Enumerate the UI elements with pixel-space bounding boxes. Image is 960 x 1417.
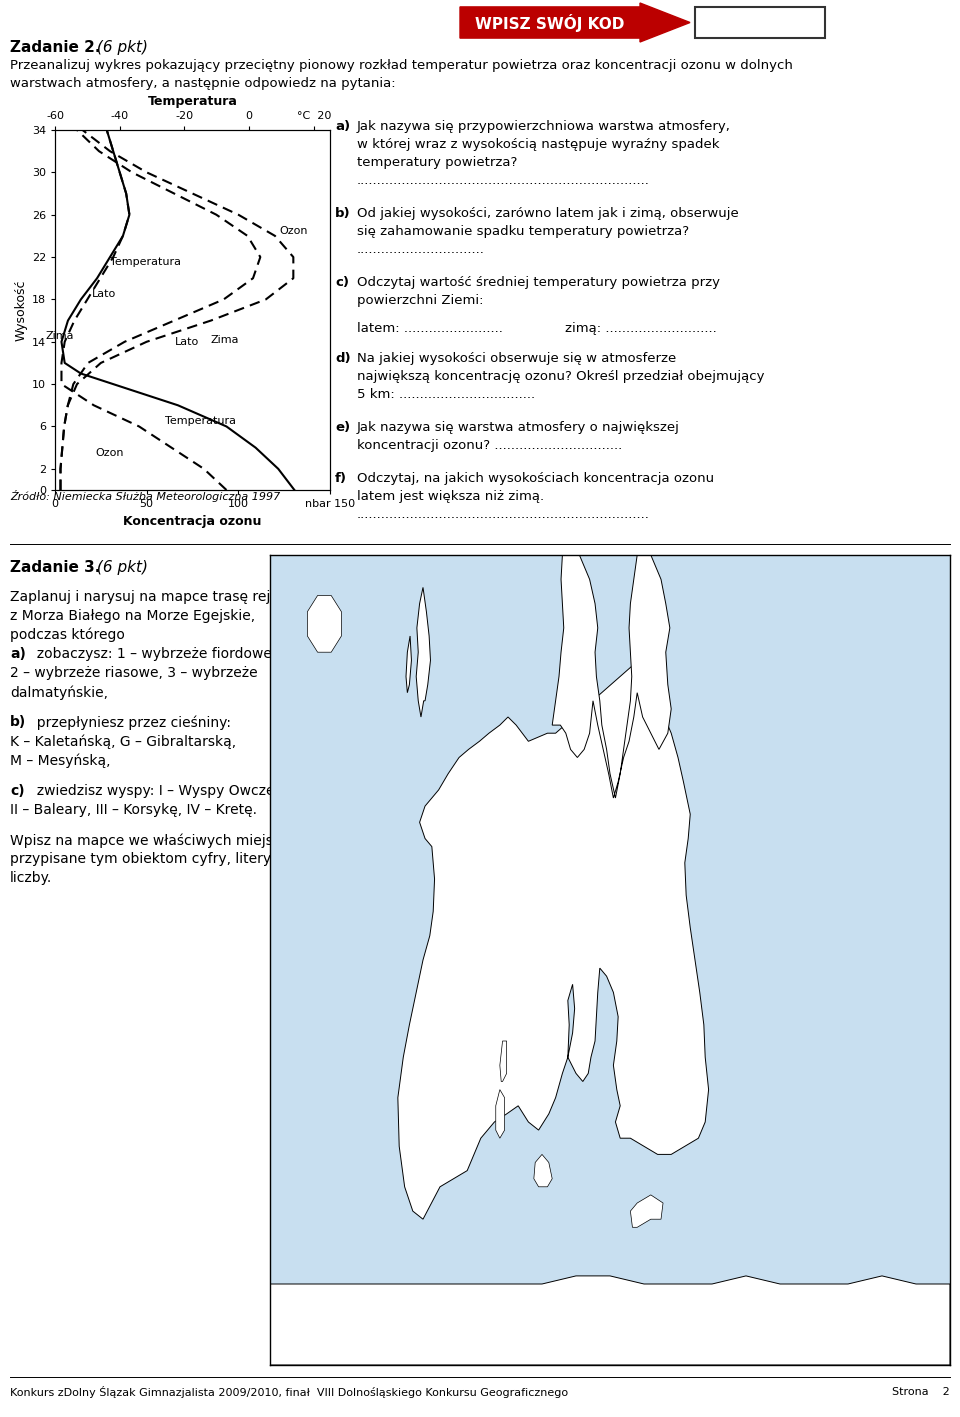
Y-axis label: Wysokość: Wysokość xyxy=(14,279,28,340)
Text: temperatury powietrza?: temperatury powietrza? xyxy=(357,156,517,169)
Polygon shape xyxy=(500,1041,507,1081)
Text: dalmatyńskie,: dalmatyńskie, xyxy=(10,684,108,700)
Polygon shape xyxy=(460,3,690,43)
Text: liczby.: liczby. xyxy=(10,871,52,886)
Text: się zahamowanie spadku temperatury powietrza?: się zahamowanie spadku temperatury powie… xyxy=(357,225,689,238)
Polygon shape xyxy=(417,588,430,717)
Text: c): c) xyxy=(335,276,349,289)
Text: przypisane tym obiektom cyfry, litery lub: przypisane tym obiektom cyfry, litery lu… xyxy=(10,852,297,866)
X-axis label: Koncentracja ozonu: Koncentracja ozonu xyxy=(123,514,262,527)
Polygon shape xyxy=(406,636,412,693)
Text: największą koncentrację ozonu? Określ przedział obejmujący: największą koncentrację ozonu? Określ pr… xyxy=(357,370,764,383)
Text: II – Baleary, III – Korsykę, IV – Kretę.: II – Baleary, III – Korsykę, IV – Kretę. xyxy=(10,803,257,816)
Text: zimą: ...........................: zimą: ........................... xyxy=(565,322,717,334)
Text: 2 – wybrzeże riasowe, 3 – wybrzeże: 2 – wybrzeże riasowe, 3 – wybrzeże xyxy=(10,666,257,680)
Text: Lato: Lato xyxy=(175,337,199,347)
Text: zobaczysz: 1 – wybrzeże fiordowe,: zobaczysz: 1 – wybrzeże fiordowe, xyxy=(28,648,276,660)
Text: z Morza Białego na Morze Egejskie,: z Morza Białego na Morze Egejskie, xyxy=(10,609,255,623)
Text: latem jest większa niż zimą.: latem jest większa niż zimą. xyxy=(357,490,544,503)
Text: e): e) xyxy=(335,421,350,434)
Text: warstwach atmosfery, a następnie odpowiedz na pytania:: warstwach atmosfery, a następnie odpowie… xyxy=(10,77,396,91)
Text: Odczytaj wartość średniej temperatury powietrza przy: Odczytaj wartość średniej temperatury po… xyxy=(357,276,720,289)
Text: a): a) xyxy=(10,648,26,660)
Text: Zima: Zima xyxy=(210,334,239,344)
Text: f): f) xyxy=(335,472,347,485)
Text: Wpisz na mapce we właściwych miejscach: Wpisz na mapce we właściwych miejscach xyxy=(10,833,305,847)
Text: przepłyniesz przez cieśniny:: przepłyniesz przez cieśniny: xyxy=(28,716,231,730)
Polygon shape xyxy=(534,1155,552,1187)
Text: (6 pkt): (6 pkt) xyxy=(92,40,148,55)
Text: K – Kaletańską, G – Gibraltarską,: K – Kaletańską, G – Gibraltarską, xyxy=(10,734,236,750)
Text: c): c) xyxy=(10,784,25,798)
Text: Temperatura: Temperatura xyxy=(110,258,181,268)
Text: latem: ........................: latem: ........................ xyxy=(357,322,503,334)
Text: Źródło: Niemiecka Służba Meteorologiczna 1997: Źródło: Niemiecka Służba Meteorologiczna… xyxy=(10,490,280,502)
Text: w której wraz z wysokością następuje wyraźny spadek: w której wraz z wysokością następuje wyr… xyxy=(357,137,719,152)
Text: b): b) xyxy=(335,207,350,220)
X-axis label: Temperatura: Temperatura xyxy=(148,95,237,109)
Text: WPISZ SWÓJ KOD: WPISZ SWÓJ KOD xyxy=(475,14,625,31)
Polygon shape xyxy=(631,1195,663,1227)
Text: Lato: Lato xyxy=(92,289,116,299)
Text: d): d) xyxy=(335,351,350,366)
Text: b): b) xyxy=(10,716,26,730)
Text: ...............................: ............................... xyxy=(357,242,485,256)
Text: Zima: Zima xyxy=(45,332,74,341)
Text: Zadanie 3.: Zadanie 3. xyxy=(10,560,101,575)
Text: Jak nazywa się warstwa atmosfery o największej: Jak nazywa się warstwa atmosfery o najwi… xyxy=(357,421,680,434)
Text: Konkurs zDolny Ślązak Gimnazjalista 2009/2010, finał  VIII Dolnośląskiego Konkur: Konkurs zDolny Ślązak Gimnazjalista 2009… xyxy=(10,1386,568,1399)
Text: Jak nazywa się przypowierzchniowa warstwa atmosfery,: Jak nazywa się przypowierzchniowa warstw… xyxy=(357,120,731,133)
Text: Odczytaj, na jakich wysokościach koncentracja ozonu: Odczytaj, na jakich wysokościach koncent… xyxy=(357,472,714,485)
Text: Strona    2: Strona 2 xyxy=(892,1387,950,1397)
Polygon shape xyxy=(270,1275,950,1365)
Text: Zadanie 2.: Zadanie 2. xyxy=(10,40,101,55)
Text: powierzchni Ziemi:: powierzchni Ziemi: xyxy=(357,293,484,307)
Text: Na jakiej wysokości obserwuje się w atmosferze: Na jakiej wysokości obserwuje się w atmo… xyxy=(357,351,676,366)
Text: zwiedzisz wyspy: I – Wyspy Owcze,: zwiedzisz wyspy: I – Wyspy Owcze, xyxy=(28,784,278,798)
Text: Ozon: Ozon xyxy=(279,225,308,235)
Text: koncentracji ozonu? ...............................: koncentracji ozonu? ....................… xyxy=(357,439,622,452)
Bar xyxy=(695,7,825,38)
Text: Temperatura: Temperatura xyxy=(165,417,236,427)
Text: (6 pkt): (6 pkt) xyxy=(92,560,148,575)
Text: Ozon: Ozon xyxy=(96,448,124,458)
Text: Od jakiej wysokości, zarówno latem jak i zimą, obserwuje: Od jakiej wysokości, zarówno latem jak i… xyxy=(357,207,739,220)
Text: a): a) xyxy=(335,120,350,133)
Text: .......................................................................: ........................................… xyxy=(357,174,650,187)
Polygon shape xyxy=(552,555,671,798)
Text: 5 km: .................................: 5 km: ................................. xyxy=(357,388,535,401)
Polygon shape xyxy=(495,1090,505,1138)
Text: .......................................................................: ........................................… xyxy=(357,509,650,521)
Polygon shape xyxy=(397,660,708,1219)
Polygon shape xyxy=(307,595,342,652)
Text: Zaplanuj i narysuj na mapce trasę rejsu: Zaplanuj i narysuj na mapce trasę rejsu xyxy=(10,589,286,604)
Text: Przeanalizuj wykres pokazujący przeciętny pionowy rozkład temperatur powietrza o: Przeanalizuj wykres pokazujący przeciętn… xyxy=(10,60,793,72)
Text: podczas którego: podczas którego xyxy=(10,628,125,642)
Text: M – Mesyńską,: M – Mesyńską, xyxy=(10,754,110,768)
